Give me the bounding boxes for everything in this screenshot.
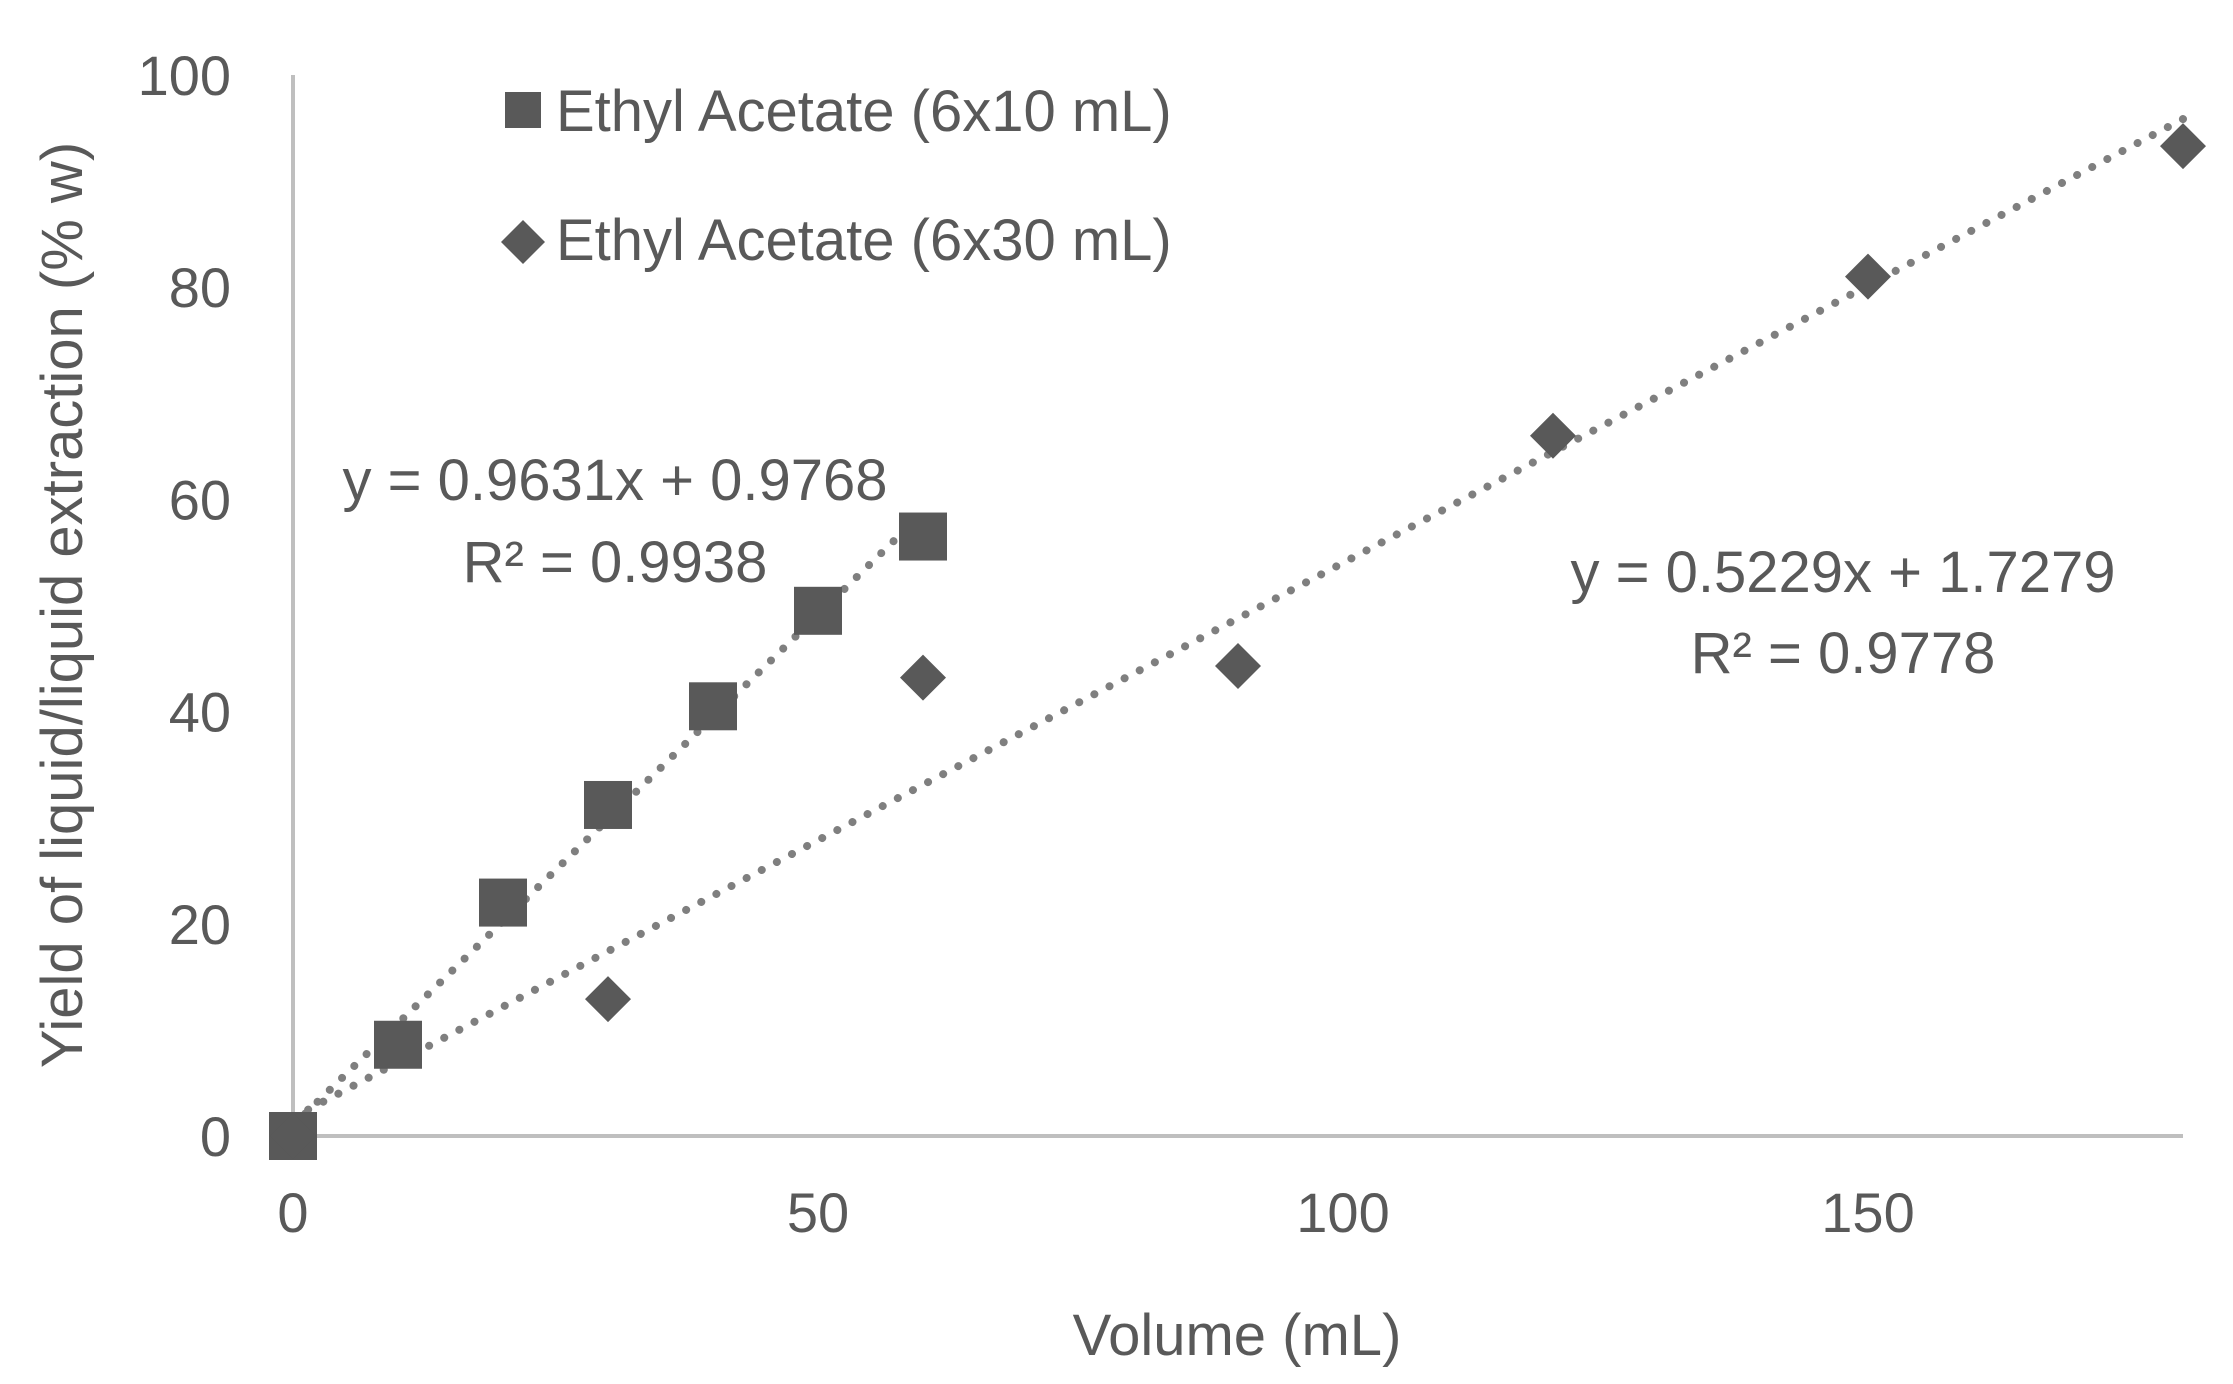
data-point-square xyxy=(584,780,632,829)
equation-label-series-2: y = 0.5229x + 1.7279 xyxy=(1571,540,2116,605)
data-point-diamond xyxy=(585,976,631,1023)
data-point-diamond xyxy=(270,1113,316,1159)
legend-label-series-1: Ethyl Acetate (6x10 mL) xyxy=(556,79,1172,144)
legend-diamond-marker xyxy=(501,220,545,264)
data-point-square xyxy=(479,878,527,927)
y-axis-title: Yield of liquid/liquid extraction (% w) xyxy=(30,142,95,1068)
trendline-equation-series-1: y = 0.9631x + 0.9768 R² = 0.9938 xyxy=(343,448,888,595)
y-tick-label: 20 xyxy=(169,893,231,956)
data-point-square xyxy=(689,682,737,731)
y-tick-label: 60 xyxy=(169,468,231,531)
points-layer xyxy=(269,123,2206,1160)
x-tick-label: 150 xyxy=(1821,1181,1914,1244)
axes-layer: 0 50 100 150 0 20 40 60 80 100 xyxy=(138,44,2183,1244)
y-tick-label: 100 xyxy=(138,44,231,107)
y-tick-label: 40 xyxy=(169,681,231,744)
data-point-square xyxy=(374,1020,422,1069)
r-squared-label-series-2: R² = 0.9778 xyxy=(1691,621,1996,686)
data-point-diamond xyxy=(1845,253,1891,300)
data-point-diamond xyxy=(2160,123,2206,170)
equation-label-series-1: y = 0.9631x + 0.9768 xyxy=(343,448,888,513)
data-point-diamond xyxy=(900,654,946,701)
legend-square-marker xyxy=(505,92,541,128)
y-tick-label: 0 xyxy=(200,1105,231,1168)
r-squared-label-series-1: R² = 0.9938 xyxy=(463,530,768,595)
x-tick-label: 100 xyxy=(1296,1181,1389,1244)
x-tick-label: 50 xyxy=(787,1181,849,1244)
y-tick-label: 80 xyxy=(169,256,231,319)
trendline-equation-series-2: y = 0.5229x + 1.7279 R² = 0.9778 xyxy=(1571,540,2116,686)
legend: Ethyl Acetate (6x10 mL) Ethyl Acetate (6… xyxy=(501,79,1172,273)
data-point-diamond xyxy=(1215,642,1261,689)
x-tick-label: 0 xyxy=(277,1181,308,1244)
x-axis-title: Volume (mL) xyxy=(1073,1303,1402,1368)
legend-label-series-2: Ethyl Acetate (6x30 mL) xyxy=(556,208,1172,273)
data-point-diamond xyxy=(1530,412,1576,459)
data-point-square xyxy=(794,586,842,635)
data-point-square xyxy=(899,512,947,561)
